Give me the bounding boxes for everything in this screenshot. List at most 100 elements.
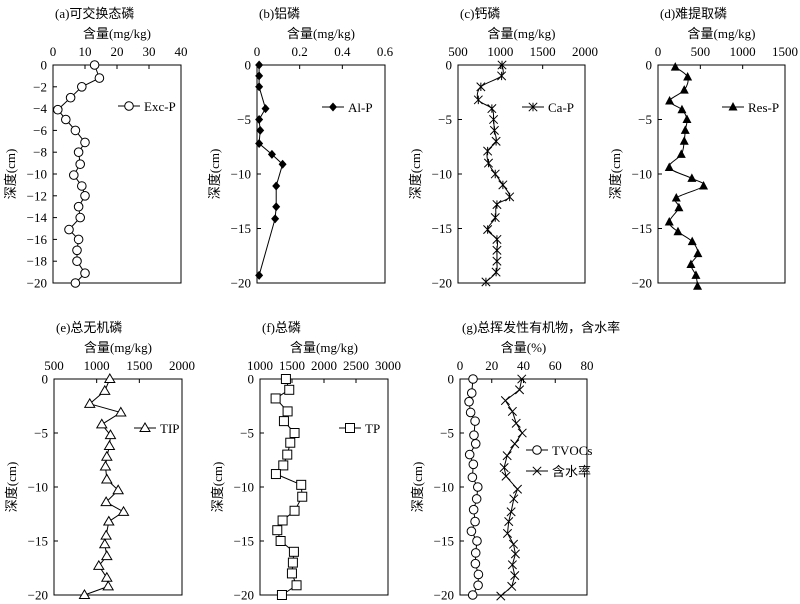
marker-circle bbox=[73, 234, 84, 245]
y-tick-label: −10 bbox=[234, 480, 254, 495]
plot-frame bbox=[657, 64, 786, 284]
marker-square bbox=[291, 580, 302, 591]
marker-triangle bbox=[680, 125, 690, 134]
marker-circle bbox=[468, 459, 479, 470]
marker-x bbox=[504, 517, 514, 527]
y-tick-label: −18 bbox=[27, 254, 47, 269]
marker-diamond bbox=[261, 104, 270, 114]
marker-square bbox=[345, 423, 355, 433]
marker-square bbox=[282, 406, 293, 417]
marker-square bbox=[276, 590, 287, 600]
marker-asterisk bbox=[483, 158, 494, 168]
y-axis-label: 深度(cm) bbox=[608, 149, 623, 200]
y-tick-label: 0 bbox=[448, 372, 455, 387]
x-tick-label: 20 bbox=[485, 358, 498, 373]
y-tick-label: −20 bbox=[632, 276, 652, 291]
marker-circle bbox=[465, 407, 476, 418]
x-tick-label: 1000 bbox=[730, 44, 756, 59]
panel-title: (g)总挥发性有机物，含水率 bbox=[462, 320, 620, 335]
y-tick-label: −5 bbox=[240, 426, 254, 441]
y-tick-label: −8 bbox=[33, 145, 47, 160]
x-tick-label: 1000 bbox=[84, 358, 110, 373]
y-tick-label: −20 bbox=[27, 276, 47, 291]
marker-circle bbox=[65, 92, 76, 103]
marker-triangle bbox=[679, 136, 689, 145]
marker-square bbox=[296, 479, 307, 490]
marker-square bbox=[278, 416, 289, 427]
panel-title: (e)总无机磷 bbox=[56, 320, 122, 335]
marker-diamond bbox=[255, 60, 264, 70]
marker-circle bbox=[77, 82, 87, 92]
legend-label: TIP bbox=[160, 421, 180, 436]
y-tick-label: −15 bbox=[231, 221, 251, 236]
marker-x bbox=[501, 471, 511, 481]
marker-circle bbox=[69, 170, 79, 180]
marker-triangle bbox=[95, 418, 108, 429]
marker-circle bbox=[468, 504, 479, 515]
marker-circle bbox=[75, 159, 85, 169]
y-tick-label: −20 bbox=[432, 276, 452, 291]
x-tick-label: 1000 bbox=[247, 358, 273, 373]
marker-asterisk bbox=[492, 199, 502, 210]
marker-asterisk bbox=[505, 192, 515, 202]
marker-square bbox=[280, 374, 291, 384]
marker-asterisk bbox=[483, 146, 493, 156]
marker-circle bbox=[468, 374, 478, 384]
marker-asterisk bbox=[491, 267, 501, 277]
marker-triangle bbox=[693, 281, 703, 290]
marker-square bbox=[284, 384, 295, 395]
marker-circle bbox=[80, 191, 90, 201]
x-tick-label: 40 bbox=[175, 44, 188, 59]
marker-square bbox=[285, 437, 296, 448]
legend-label: Al-P bbox=[348, 100, 373, 115]
marker-diamond bbox=[255, 270, 264, 280]
marker-circle bbox=[466, 388, 477, 398]
marker-circle bbox=[94, 73, 105, 83]
marker-triangle bbox=[682, 114, 692, 123]
marker-circle bbox=[467, 472, 478, 483]
marker-triangle bbox=[103, 439, 116, 450]
marker-circle bbox=[473, 580, 483, 591]
marker-asterisk bbox=[481, 277, 491, 287]
marker-diamond bbox=[255, 115, 264, 124]
series-line bbox=[476, 64, 511, 283]
marker-x bbox=[517, 428, 527, 438]
marker-asterisk bbox=[483, 225, 493, 235]
marker-asterisk bbox=[492, 234, 502, 244]
y-tick-label: −5 bbox=[638, 112, 652, 127]
marker-triangle bbox=[693, 248, 703, 258]
marker-diamond bbox=[255, 138, 264, 148]
marker-circle bbox=[72, 256, 82, 267]
marker-diamond bbox=[267, 149, 276, 159]
legend-label: TVOCs bbox=[552, 443, 592, 458]
marker-circle bbox=[73, 147, 84, 157]
marker-triangle bbox=[665, 95, 675, 105]
marker-x bbox=[507, 406, 517, 416]
x-axis-label: 含量(mg/kg) bbox=[84, 340, 152, 355]
marker-circle bbox=[472, 536, 482, 546]
marker-square bbox=[286, 568, 297, 579]
marker-triangle bbox=[673, 226, 683, 236]
legend-label: Exc-P bbox=[144, 99, 176, 114]
marker-square bbox=[282, 449, 293, 460]
x-tick-label: 0.4 bbox=[334, 44, 351, 59]
marker-triangle bbox=[99, 460, 112, 471]
marker-asterisk bbox=[497, 71, 507, 81]
marker-circle bbox=[70, 125, 81, 136]
marker-x bbox=[517, 374, 527, 384]
marker-x bbox=[514, 385, 525, 395]
marker-triangle bbox=[676, 149, 686, 158]
plot-frame bbox=[256, 64, 386, 284]
panel-title: (a)可交换态磷 bbox=[55, 6, 134, 21]
marker-asterisk bbox=[473, 95, 483, 105]
marker-circle bbox=[53, 104, 63, 115]
marker-triangle bbox=[100, 529, 113, 540]
marker-asterisk bbox=[498, 180, 508, 190]
marker-triangle bbox=[664, 162, 674, 171]
marker-triangle bbox=[686, 259, 696, 268]
marker-x bbox=[510, 439, 520, 449]
marker-circle bbox=[471, 494, 482, 504]
marker-diamond bbox=[255, 82, 264, 92]
y-axis-label: 深度(cm) bbox=[3, 149, 18, 200]
